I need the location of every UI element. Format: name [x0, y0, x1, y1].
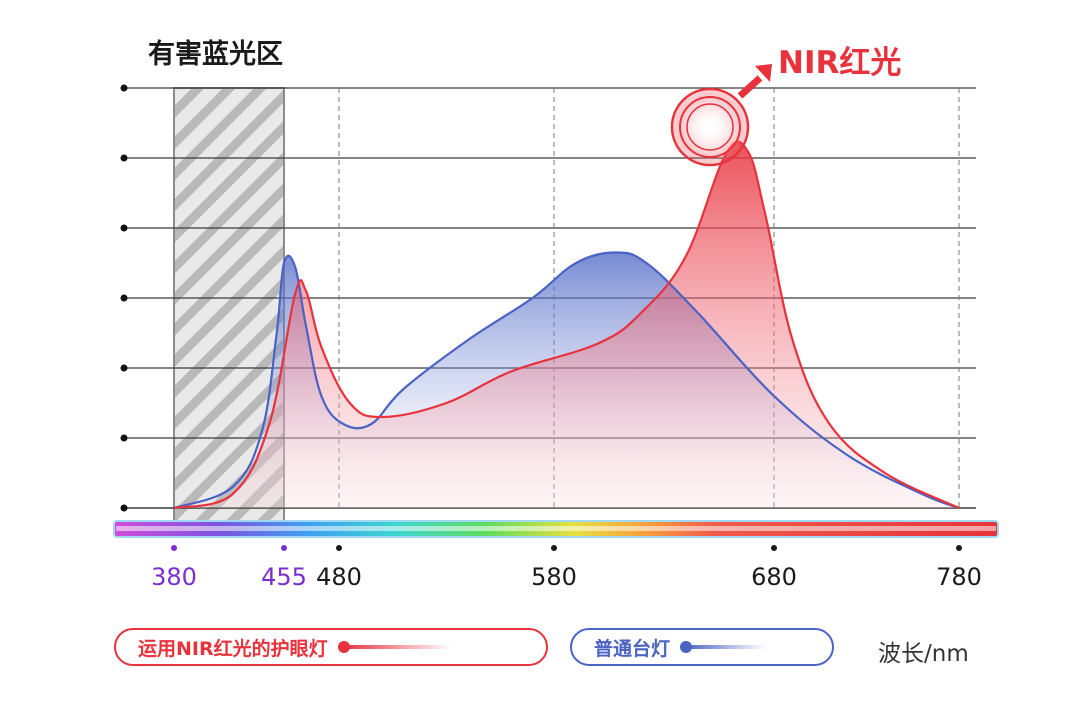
x-tick-dot [956, 545, 962, 551]
x-tick-label: 680 [751, 563, 797, 591]
x-tick-label: 480 [316, 563, 362, 591]
y-axis-dot [120, 434, 128, 442]
legend-label-normal: 普通台灯 [594, 637, 671, 660]
series-line-normal-lamp [173, 251, 960, 510]
x-axis-ticks: 380 455 480 580 680 780 [151, 545, 982, 591]
chart-title: 有害蓝光区 [148, 38, 283, 70]
legend-item-nir-lamp: 运用NIR红光的护眼灯 [114, 628, 548, 666]
x-tick-dot [336, 545, 342, 551]
y-axis-dot [120, 224, 128, 232]
series-line-nir-lamp [173, 140, 960, 510]
x-tick-dot [171, 545, 177, 551]
spectrum-bar-highlight [116, 526, 996, 531]
x-tick-label: 455 [261, 563, 307, 591]
legend-label-nir: 运用NIR红光的护眼灯 [138, 637, 328, 660]
y-axis-dot [120, 154, 128, 162]
x-tick-dot [551, 545, 557, 551]
unit-label: 波长/nm [878, 641, 969, 667]
annotation-arrow [737, 64, 772, 99]
x-tick-dot [281, 545, 287, 551]
legend-swatch-nir [337, 641, 452, 653]
x-tick-dot [771, 545, 777, 551]
series-area-nir-lamp [174, 141, 959, 509]
nir-annotation: NIR红光 [778, 45, 901, 81]
y-axis-dot [120, 294, 128, 302]
x-tick-label: 580 [531, 563, 577, 591]
y-axis-dot [120, 504, 128, 512]
legend-item-normal-lamp: 普通台灯 [570, 628, 834, 666]
legend-swatch-normal [680, 641, 767, 653]
x-tick-label: 780 [936, 563, 982, 591]
y-axis-dot [120, 84, 128, 92]
x-tick-label: 380 [151, 563, 197, 591]
y-axis-dot [120, 364, 128, 372]
nir-peak-highlight [670, 87, 750, 167]
